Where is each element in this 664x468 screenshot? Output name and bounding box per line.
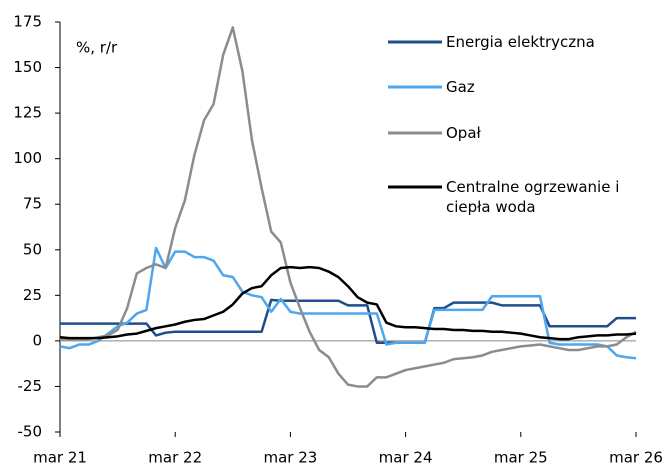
- series-line: [60, 26, 637, 388]
- y-tick-label: 0: [32, 331, 42, 349]
- y-tick-label: 25: [23, 286, 42, 304]
- y-tick-label: 175: [13, 13, 42, 31]
- annotation: %, r/r: [76, 39, 118, 57]
- y-tick-label: 50: [23, 240, 42, 258]
- y-tick-label: 150: [13, 58, 42, 76]
- y-tick-label: -25: [18, 377, 43, 395]
- x-tick-label: mar 22: [148, 449, 202, 467]
- legend-label: Gaz: [446, 78, 475, 96]
- y-tick-label: 125: [13, 104, 42, 122]
- legend-label: Opał: [446, 124, 481, 142]
- series-line: [59, 246, 637, 360]
- x-tick-label: mar 25: [494, 449, 548, 467]
- x-tick-label: mar 23: [263, 449, 317, 467]
- legend-label: Centralne ogrzewanie i ciepła woda: [446, 178, 620, 216]
- legend-label: Energia elektryczna: [446, 33, 595, 51]
- x-tick-label: mar 24: [379, 449, 433, 467]
- y-tick-label: 100: [13, 149, 42, 167]
- series-line: [60, 298, 636, 344]
- y-tick-label: -50: [18, 423, 43, 441]
- x-tick-label: mar 26: [609, 449, 663, 467]
- x-tick-label: mar 21: [33, 449, 87, 467]
- y-tick-label: 75: [23, 195, 42, 213]
- series-line: [59, 265, 637, 341]
